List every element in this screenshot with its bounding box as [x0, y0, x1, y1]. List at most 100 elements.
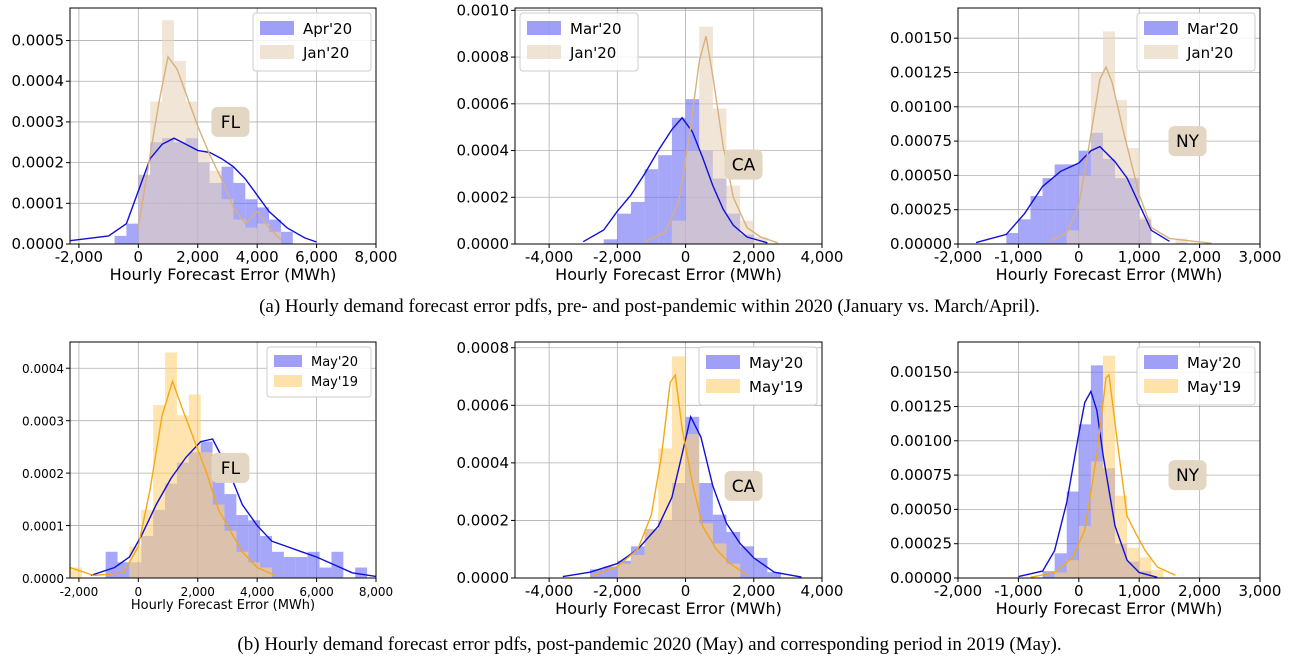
- hist-bar: [1030, 195, 1043, 244]
- hist-bar: [671, 220, 686, 244]
- y-tick-label: 0.0004: [457, 454, 510, 472]
- hist-bar: [209, 170, 222, 244]
- hist-bar: [236, 515, 249, 578]
- x-tick-label: -1,000: [994, 248, 1042, 266]
- hist-bar: [1078, 175, 1091, 244]
- hist-bar: [726, 563, 741, 578]
- axes-frame: [514, 7, 823, 245]
- x-tick-label: -1,000: [994, 582, 1042, 600]
- x-tick-label: 4,000: [801, 582, 844, 600]
- chart-a-ca: -4,000 -2,000 0 2,000 4,000 0.0000 0.0002 0.000…: [457, 1, 844, 284]
- legend-label: May'20: [311, 355, 358, 370]
- x-tick-label: 0: [1074, 582, 1084, 600]
- y-tick-label: 0.00000: [890, 569, 952, 587]
- hist-bar: [141, 509, 154, 578]
- x-tick-label: -2,000: [593, 582, 641, 600]
- legend-label: Apr'20: [303, 20, 352, 38]
- y-tick-label: 0.0008: [457, 48, 510, 66]
- x-axis-label: Hourly Forecast Error (MWh): [996, 265, 1223, 284]
- x-tick-label: -2,000: [55, 248, 103, 266]
- hist-bar: [1102, 355, 1116, 578]
- legend-swatch: [1144, 21, 1178, 35]
- x-tick-label: 6,000: [295, 248, 338, 266]
- x-tick-label: 2,000: [181, 585, 215, 599]
- x-tick-label: 2,000: [732, 248, 775, 266]
- y-tick-label: 0.0004: [22, 362, 64, 376]
- hist-bar: [1151, 569, 1164, 578]
- hist-bar: [712, 543, 727, 578]
- legend-swatch: [527, 21, 561, 35]
- y-tick-label: 0.00100: [890, 432, 952, 450]
- hist-bar: [1054, 553, 1067, 578]
- legend-label: Jan'20: [302, 44, 349, 62]
- hist-bar: [319, 567, 332, 578]
- hist-bar: [233, 182, 246, 244]
- x-tick-label: -2,000: [60, 585, 99, 599]
- region-label: NY: [1176, 132, 1200, 152]
- legend-label: May'19: [1187, 378, 1241, 396]
- y-tick-label: 0.0010: [457, 1, 510, 19]
- y-tick-label: 0.00050: [890, 500, 952, 518]
- region-label: FL: [221, 113, 241, 133]
- hist-bar: [753, 557, 768, 578]
- y-tick-label: 0.0004: [457, 142, 510, 160]
- kde-line: [644, 35, 778, 244]
- axes-frame: [514, 341, 823, 579]
- x-tick-label: -4,000: [525, 248, 573, 266]
- x-tick-label: 4,000: [236, 248, 279, 266]
- x-tick-label: 0: [134, 248, 144, 266]
- chart-b-ny: -2,000 -1,000 0 1,000 2,000 3,000 0.00000 0.000…: [890, 341, 1281, 618]
- kde-line: [137, 55, 282, 241]
- x-tick-label: 1,000: [1118, 582, 1161, 600]
- hist-bar: [162, 20, 174, 244]
- x-tick-label: 4,000: [240, 585, 274, 599]
- legend-swatch: [706, 355, 740, 369]
- hist-bar: [630, 201, 645, 244]
- hist-bar: [138, 174, 151, 244]
- legend-swatch: [274, 355, 302, 367]
- region-label: CA: [732, 477, 756, 497]
- hist-bar: [105, 551, 118, 578]
- legend: Mar'20 Jan'20: [1136, 12, 1256, 72]
- hist-bar: [283, 557, 296, 578]
- hist-bar: [1006, 233, 1019, 244]
- kde-line: [1030, 373, 1176, 578]
- hist-bar: [767, 572, 782, 578]
- kde-line: [582, 116, 768, 244]
- hist-bar: [224, 530, 237, 578]
- y-tick-label: 0.00125: [890, 397, 952, 415]
- hist-bar: [671, 117, 686, 244]
- kde-line: [589, 373, 748, 578]
- x-tick-label: 6,000: [299, 585, 333, 599]
- legend-label: May'19: [749, 378, 803, 396]
- y-tick-label: 0.00025: [890, 535, 952, 553]
- hist-bar: [630, 554, 645, 578]
- plot-area: [562, 356, 802, 578]
- x-tick-label: -4,000: [525, 582, 573, 600]
- hist-bar: [1066, 560, 1079, 578]
- legend: May'20 May'19: [266, 346, 372, 398]
- region-badge: [1168, 460, 1207, 491]
- y-tick-label: 0.00050: [890, 166, 952, 184]
- hist-bar: [153, 404, 166, 578]
- y-tick-label: 0.00125: [890, 63, 952, 81]
- hist-bar: [617, 563, 631, 578]
- hist-bar: [658, 155, 672, 244]
- x-tick-label: 0: [135, 585, 143, 599]
- hist-bar: [176, 415, 189, 578]
- y-tick-label: 0.0004: [12, 72, 65, 90]
- hist-bar: [1018, 219, 1031, 244]
- hist-bar: [260, 567, 273, 578]
- region-badge: [211, 106, 250, 137]
- region-badge: [724, 470, 763, 501]
- legend-swatch: [260, 21, 294, 35]
- y-tick-label: 0.0002: [22, 467, 64, 481]
- legend-swatch: [1144, 379, 1178, 393]
- y-tick-label: 0.00075: [890, 466, 952, 484]
- legend-label: Jan'20: [1186, 44, 1233, 62]
- x-tick-label: 0: [681, 582, 691, 600]
- x-tick-label: 2,000: [176, 248, 219, 266]
- hist-bar: [233, 219, 246, 244]
- hist-bar: [245, 199, 258, 244]
- hist-bar: [248, 562, 261, 578]
